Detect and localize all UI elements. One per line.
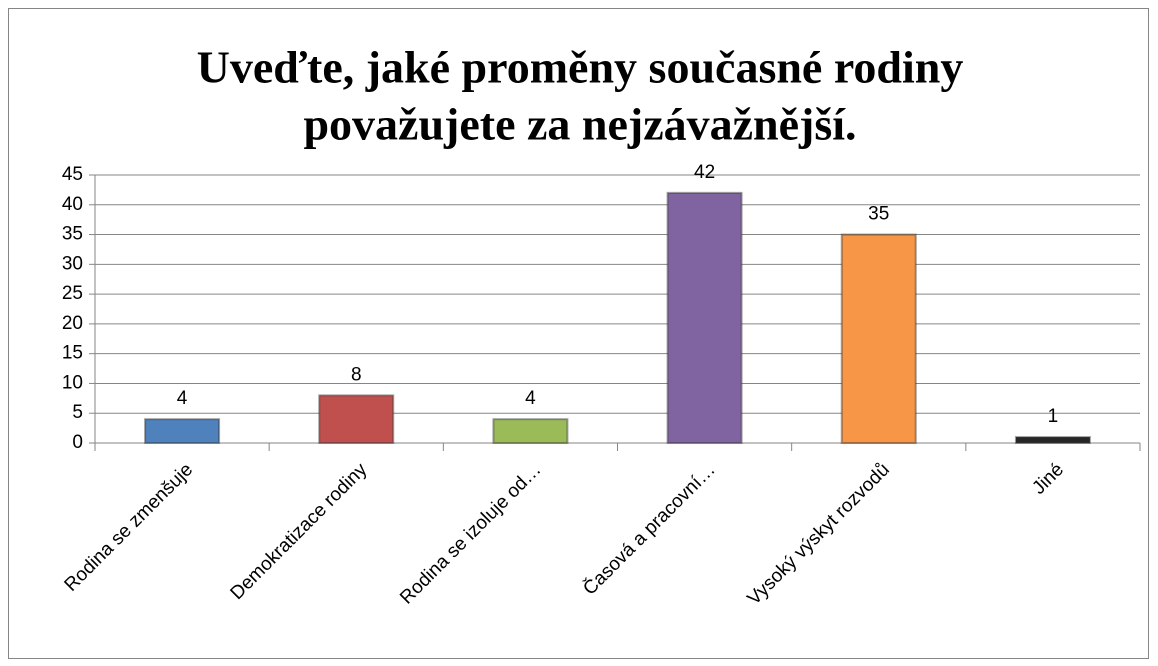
data-label: 1 (1048, 406, 1059, 427)
y-tick-label: 15 (62, 343, 83, 364)
bar (492, 418, 569, 444)
bar (1014, 436, 1091, 444)
data-label: 4 (525, 388, 536, 409)
y-tick-label: 5 (72, 402, 83, 423)
data-label: 42 (694, 162, 715, 183)
data-label: 4 (177, 388, 188, 409)
bar (144, 418, 221, 444)
y-tick-label: 0 (72, 432, 83, 453)
bar (840, 233, 917, 444)
y-tick-label: 20 (62, 313, 83, 334)
y-tick-label: 45 (62, 164, 83, 185)
y-tick-label: 40 (62, 194, 83, 215)
data-label: 35 (868, 204, 889, 225)
chart-title: Uveďte, jaké proměny současné rodiny (197, 42, 964, 93)
bar (318, 394, 395, 445)
chart-frame (8, 8, 1149, 659)
data-label: 8 (351, 364, 362, 385)
y-tick-label: 25 (62, 283, 83, 304)
bar (666, 191, 743, 444)
y-tick-label: 10 (62, 372, 83, 393)
y-tick-label: 35 (62, 224, 83, 245)
y-tick-label: 30 (62, 253, 83, 274)
chart-title: považujete za nejzávažnější. (303, 99, 856, 150)
